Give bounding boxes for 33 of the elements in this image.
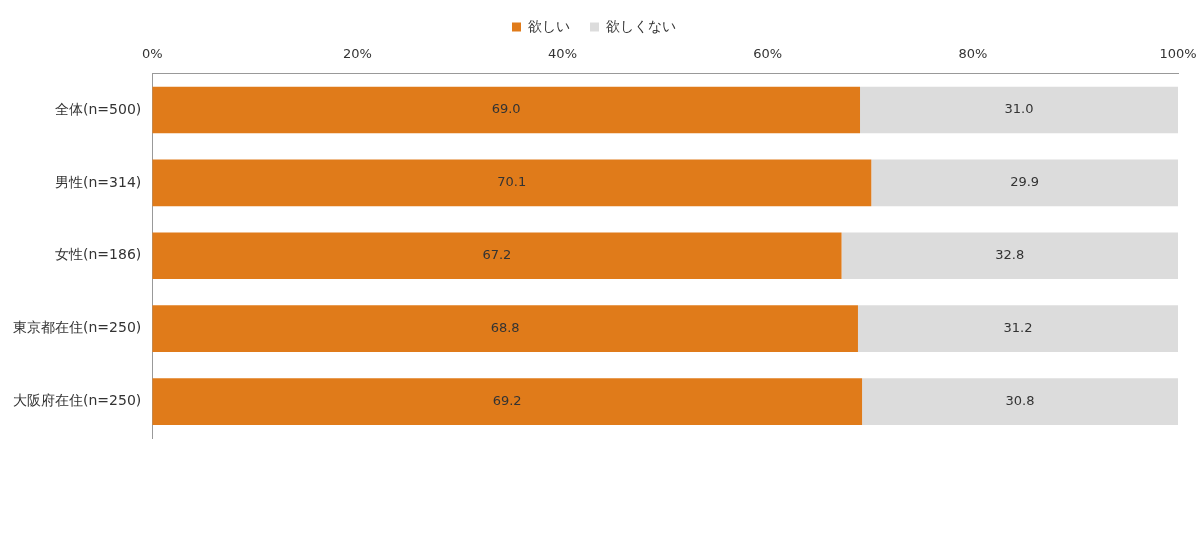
data-label: 29.9 (1010, 174, 1040, 190)
bar (860, 86, 1178, 134)
y-tick-label: 東京都在住(n=250) (13, 319, 142, 336)
x-tick-label: 20% (342, 46, 372, 62)
data-label: 67.2 (482, 247, 512, 263)
data-label: 31.2 (1003, 320, 1033, 336)
bar (152, 86, 861, 134)
bar (871, 159, 1178, 207)
bar (862, 378, 1178, 425)
data-label: 68.8 (490, 320, 520, 336)
x-tick-label: 80% (958, 46, 988, 62)
x-tick-label: 100% (1159, 46, 1197, 62)
y-tick-label: 女性(n=186) (55, 246, 142, 263)
data-label: 69.0 (491, 101, 521, 117)
legend-label: 欲しくない (606, 17, 676, 34)
x-tick-label: 0% (141, 46, 163, 62)
x-tick-label: 40% (548, 46, 577, 62)
bar (152, 232, 842, 280)
data-label: 30.8 (1005, 392, 1035, 408)
y-tick-label: 全体(n=500) (55, 100, 142, 117)
bar (841, 232, 1178, 280)
y-tick-label: 男性(n=314) (55, 173, 142, 190)
bar (152, 305, 858, 352)
data-label: 70.1 (497, 174, 527, 190)
data-label: 31.0 (1004, 101, 1034, 117)
data-label: 32.8 (995, 247, 1025, 263)
data-label: 69.2 (492, 392, 522, 408)
bar (152, 378, 863, 425)
legend-label: 欲しい (528, 17, 570, 34)
x-tick-label: 60% (753, 46, 783, 62)
y-tick-label: 大阪府在住(n=250) (13, 392, 142, 409)
bar (857, 305, 1178, 352)
bar (152, 159, 872, 207)
